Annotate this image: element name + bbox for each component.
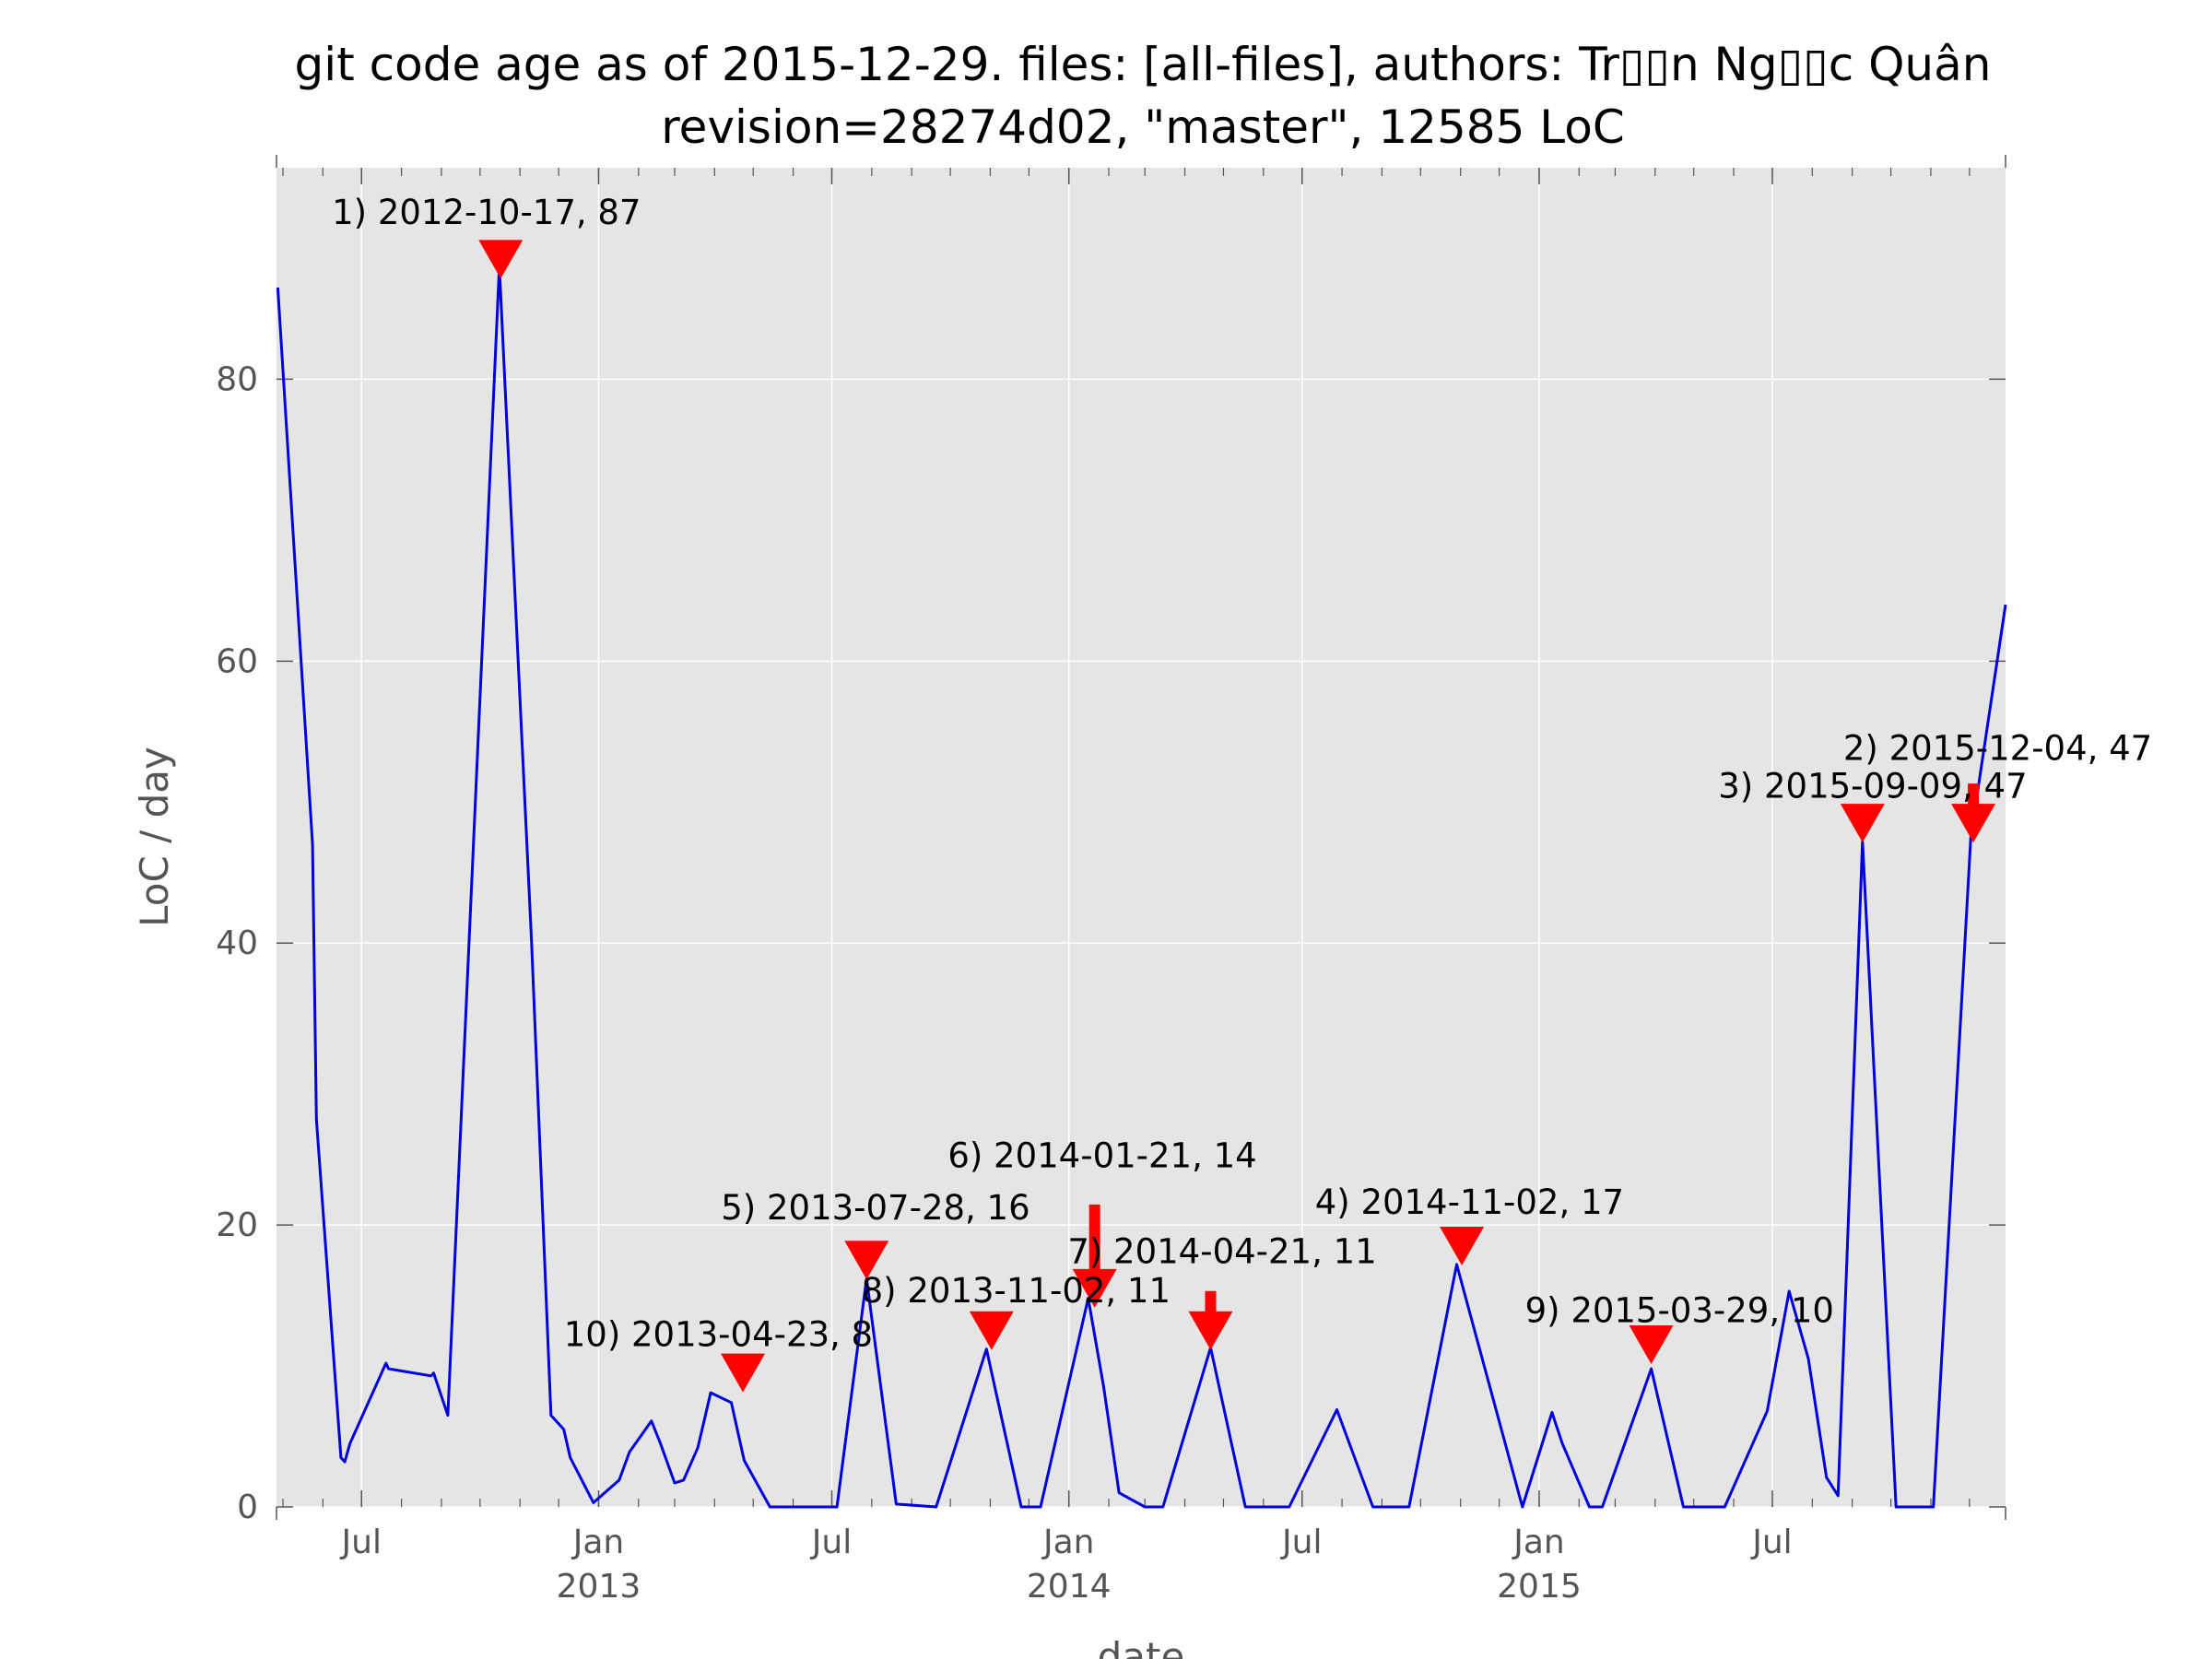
annotation-label: 6) 2014-01-21, 14: [947, 1135, 1256, 1175]
annotation-marker: [1188, 1311, 1233, 1350]
annotations: 1) 2012-10-17, 87 2) 2015-12-04, 473) 201…: [332, 193, 2152, 1393]
x-tick-label: Jan: [571, 1524, 625, 1561]
x-tick-label: Jan: [1512, 1524, 1565, 1561]
x-tick-year-label: 2015: [1497, 1568, 1582, 1606]
y-axis: 0 20 40 60 80: [216, 360, 2006, 1526]
annotation-label: 8) 2013-11-02, 11: [862, 1271, 1171, 1311]
series-line: [276, 265, 2007, 1509]
x-tick-label: Jan: [1041, 1524, 1095, 1561]
annotation-arrow-shaft: [1088, 1204, 1100, 1271]
annotation-marker: [721, 1353, 766, 1393]
x-axis-label: date: [1098, 1634, 1185, 1659]
annotation-marker: [478, 240, 524, 279]
x-tick-year-label: 2013: [557, 1568, 641, 1606]
annotation-label: 10) 2013-04-23, 8: [564, 1315, 873, 1355]
y-tick-label: 40: [216, 924, 258, 962]
y-tick-label: 80: [216, 360, 258, 398]
grid-lines: [276, 168, 2006, 1508]
annotation-marker: [1072, 1268, 1117, 1308]
x-tick-year-label: 2014: [1027, 1568, 1112, 1606]
plot-background: [276, 168, 2006, 1507]
annotation-marker: [969, 1311, 1014, 1350]
annotation-label: 3) 2015-09-09, 47: [1718, 767, 2027, 806]
annotation-label: 7) 2014-04-21, 11: [1067, 1231, 1376, 1271]
annotation-marker: [1440, 1226, 1485, 1265]
x-tick-label: Jul: [1280, 1524, 1322, 1561]
y-axis-label: LoC / day: [132, 747, 177, 927]
annotation-label: 5) 2013-07-28, 16: [721, 1188, 1030, 1228]
annotation-arrow-shaft: [1205, 1290, 1217, 1313]
x-tick-label: Jul: [1750, 1524, 1792, 1561]
annotation-marker: [1840, 804, 1885, 843]
annotation-label: 1) 2012-10-17, 87: [332, 193, 641, 232]
x-tick-label: Jul: [340, 1524, 382, 1561]
annotation-arrow-shaft: [1968, 783, 1980, 806]
y-tick-label: 0: [237, 1488, 258, 1526]
data-series: [276, 265, 2007, 1509]
chart-subtitle: revision=28274d02, "master", 12585 LoC: [661, 100, 1625, 154]
annotation-marker: [1951, 804, 1996, 843]
annotation-marker: [1629, 1325, 1674, 1365]
y-tick-label: 60: [216, 642, 258, 680]
x-tick-label: Jul: [810, 1524, 852, 1561]
annotation-label: 4) 2014-11-02, 17: [1315, 1182, 1624, 1222]
annotation-marker: [844, 1241, 889, 1280]
x-axis: Jul Jan 2013 Jul Jan 2014 Jul Jan 2015 Jul: [276, 155, 2006, 1606]
annotation-label: 2) 2015-12-04, 47: [1843, 728, 2152, 768]
y-tick-label: 20: [216, 1206, 258, 1244]
chart-title: git code age as of 2015-12-29. files: [a…: [295, 38, 1992, 91]
annotation-label: 9) 2015-03-29, 10: [1525, 1291, 1834, 1331]
